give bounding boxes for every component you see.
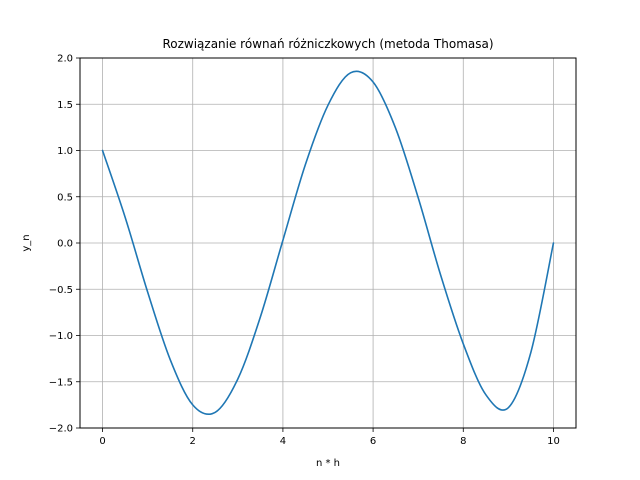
series-line xyxy=(101,70,555,415)
y-tick-label: 2.0 xyxy=(57,54,73,65)
y-axis-ticks: −2.0 −1.5 −1.0 −0.5 0.0 0.5 1.0 1.5 2.0 xyxy=(49,54,80,435)
y-tick-label: −1.5 xyxy=(49,377,73,388)
series-layer xyxy=(101,70,555,415)
y-tick-label: 0.5 xyxy=(57,192,73,203)
y-axis-label: y_n xyxy=(21,234,32,251)
x-axis-ticks: 0 2 4 6 8 10 xyxy=(99,428,560,447)
x-tick-label: 4 xyxy=(280,436,286,447)
chart-title: Rozwiązanie równań różniczkowych (metoda… xyxy=(162,37,493,51)
y-tick-label: 1.0 xyxy=(57,146,73,157)
y-tick-label: −2.0 xyxy=(49,424,73,435)
x-tick-label: 2 xyxy=(190,436,196,447)
x-tick-label: 6 xyxy=(370,436,376,447)
x-tick-label: 10 xyxy=(547,436,560,447)
y-tick-label: −0.5 xyxy=(49,285,73,296)
x-tick-label: 8 xyxy=(460,436,466,447)
x-tick-label: 0 xyxy=(99,436,105,447)
x-axis-label: n * h xyxy=(316,458,340,469)
y-tick-label: −1.0 xyxy=(49,331,73,342)
y-tick-label: 0.0 xyxy=(57,239,73,250)
y-tick-label: 1.5 xyxy=(57,100,73,111)
